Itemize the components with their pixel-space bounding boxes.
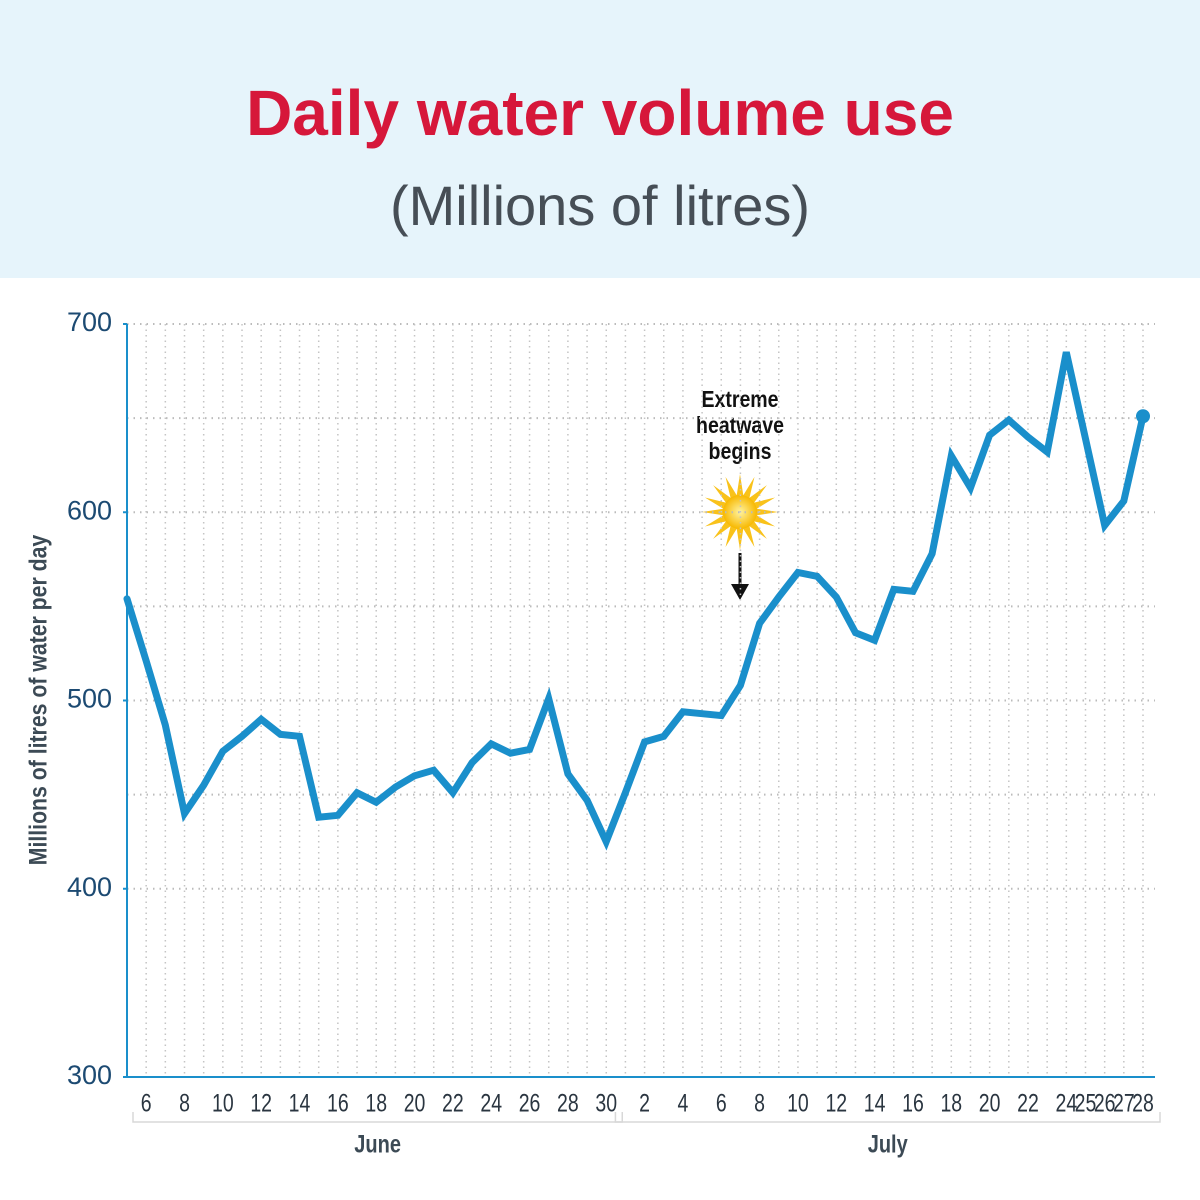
x-tick-label: 6 xyxy=(716,1089,727,1117)
x-tick-label: 26 xyxy=(519,1089,541,1117)
x-tick-label: 24 xyxy=(1055,1089,1077,1117)
x-tick-label: 8 xyxy=(754,1089,765,1117)
month-label: June xyxy=(354,1131,401,1159)
x-tick-label: 24 xyxy=(480,1089,502,1117)
x-tick-label: 14 xyxy=(864,1089,886,1117)
header-band xyxy=(0,0,1200,278)
x-tick-label: 4 xyxy=(678,1089,689,1117)
chart-title: Daily water volume use xyxy=(246,77,954,149)
month-label: July xyxy=(868,1131,908,1159)
x-tick-label: 12 xyxy=(250,1089,272,1117)
x-tick-label: 16 xyxy=(902,1089,924,1117)
x-tick-label: 14 xyxy=(289,1089,311,1117)
x-tick-label: 27 xyxy=(1113,1089,1135,1117)
month-bracket xyxy=(614,1112,1161,1123)
x-tick-label: 25 xyxy=(1075,1089,1097,1117)
x-tick-label: 28 xyxy=(557,1089,579,1117)
x-tick-label: 18 xyxy=(365,1089,387,1117)
x-tick-label: 20 xyxy=(979,1089,1001,1117)
x-tick-label: 2 xyxy=(639,1089,650,1117)
x-tick-label: 30 xyxy=(595,1089,617,1117)
x-tick-label: 20 xyxy=(404,1089,426,1117)
x-tick-label: 18 xyxy=(940,1089,962,1117)
x-tick-label: 8 xyxy=(179,1089,190,1117)
y-tick-label: 400 xyxy=(67,872,112,902)
end-point xyxy=(1136,409,1150,424)
data-line xyxy=(123,351,1147,851)
chart-subtitle: (Millions of litres) xyxy=(390,174,810,237)
y-axis-label: Millions of litres of water per day xyxy=(24,535,52,866)
arrow-head xyxy=(731,584,749,600)
x-tick-label: 22 xyxy=(1017,1089,1039,1117)
x-tick-label: 26 xyxy=(1094,1089,1116,1117)
y-tick-label: 600 xyxy=(67,495,112,525)
x-tick-label: 10 xyxy=(787,1089,809,1117)
y-tick-label: 700 xyxy=(67,307,112,337)
month-bracket xyxy=(132,1112,623,1123)
y-tick-label: 500 xyxy=(67,684,112,714)
x-tick-label: 10 xyxy=(212,1089,234,1117)
x-tick-label: 28 xyxy=(1132,1089,1154,1117)
x-tick-label: 6 xyxy=(141,1089,152,1117)
y-tick-label: 300 xyxy=(67,1060,112,1090)
x-tick-label: 16 xyxy=(327,1089,349,1117)
x-tick-label: 12 xyxy=(825,1089,847,1117)
x-tick-label: 22 xyxy=(442,1089,464,1117)
